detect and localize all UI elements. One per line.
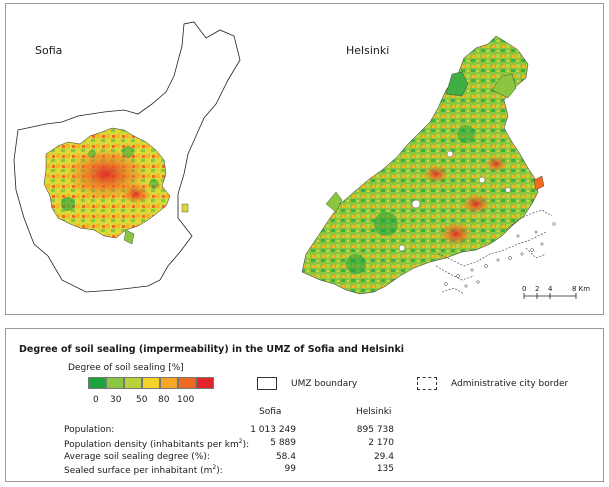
ramp-tick-0: 0 bbox=[93, 395, 99, 405]
ramp-tick-80: 80 bbox=[158, 395, 170, 405]
stat-sofia-population: 1 013 249 bbox=[250, 425, 296, 435]
stat-label-sealed-surface: Sealed surface per inhabitant (m2): bbox=[64, 464, 223, 476]
helsinki-umz bbox=[301, 35, 539, 295]
ramp-swatch bbox=[178, 377, 196, 389]
city-label-helsinki: Helsinki bbox=[346, 44, 390, 57]
ramp-swatch bbox=[88, 377, 106, 389]
map-panel: Sofia Helsinki bbox=[5, 3, 604, 315]
stat-label-avg-sealing: Average soil sealing degree (%): bbox=[64, 452, 210, 462]
scale-tick-2: 2 bbox=[535, 285, 540, 293]
helsinki-islands bbox=[444, 222, 556, 288]
scale-tick-8km: 8 Km bbox=[572, 285, 591, 293]
stat-label-population: Population: bbox=[64, 425, 115, 435]
stat-label-density: Population density (inhabitants per km2)… bbox=[64, 438, 250, 450]
ramp-tick-30: 30 bbox=[110, 395, 122, 405]
admin-border-swatch bbox=[417, 377, 437, 390]
ramp-swatch bbox=[160, 377, 178, 389]
ramp-swatch bbox=[124, 377, 142, 389]
admin-border-label: Administrative city border bbox=[451, 379, 569, 389]
helsinki-admin-border bbox=[435, 209, 553, 295]
umz-boundary-label: UMZ boundary bbox=[291, 379, 358, 389]
color-ramp bbox=[88, 377, 214, 389]
stat-helsinki-sealed-surface: 135 bbox=[376, 464, 394, 474]
stat-helsinki-population: 895 738 bbox=[356, 425, 394, 435]
city-label-sofia: Sofia bbox=[35, 44, 63, 57]
stat-helsinki-density: 2 170 bbox=[368, 438, 394, 448]
scale-tick-4: 4 bbox=[548, 285, 553, 293]
col-header-helsinki: Helsinki bbox=[356, 407, 392, 417]
stat-helsinki-avg-sealing: 29.4 bbox=[373, 452, 394, 462]
stat-sofia-sealed-surface: 99 bbox=[284, 464, 296, 474]
stat-sofia-avg-sealing: 58.4 bbox=[275, 452, 296, 462]
map-canvas bbox=[13, 21, 577, 299]
ramp-swatch bbox=[196, 377, 214, 389]
ramp-title: Degree of soil sealing [%] bbox=[68, 363, 184, 373]
stat-sofia-density: 5 889 bbox=[270, 438, 296, 448]
scale-tick-0: 0 bbox=[522, 285, 527, 293]
umz-boundary-swatch bbox=[257, 377, 277, 390]
scale-bar bbox=[523, 293, 577, 299]
sofia-admin-border bbox=[13, 21, 241, 293]
ramp-tick-100: 100 bbox=[177, 395, 195, 405]
legend-title: Degree of soil sealing (impermeability) … bbox=[19, 344, 405, 355]
ramp-tick-50: 50 bbox=[136, 395, 148, 405]
ramp-swatch bbox=[106, 377, 124, 389]
col-header-sofia: Sofia bbox=[259, 407, 282, 417]
legend-panel: Degree of soil sealing (impermeability) … bbox=[5, 328, 604, 482]
ramp-swatch bbox=[142, 377, 160, 389]
